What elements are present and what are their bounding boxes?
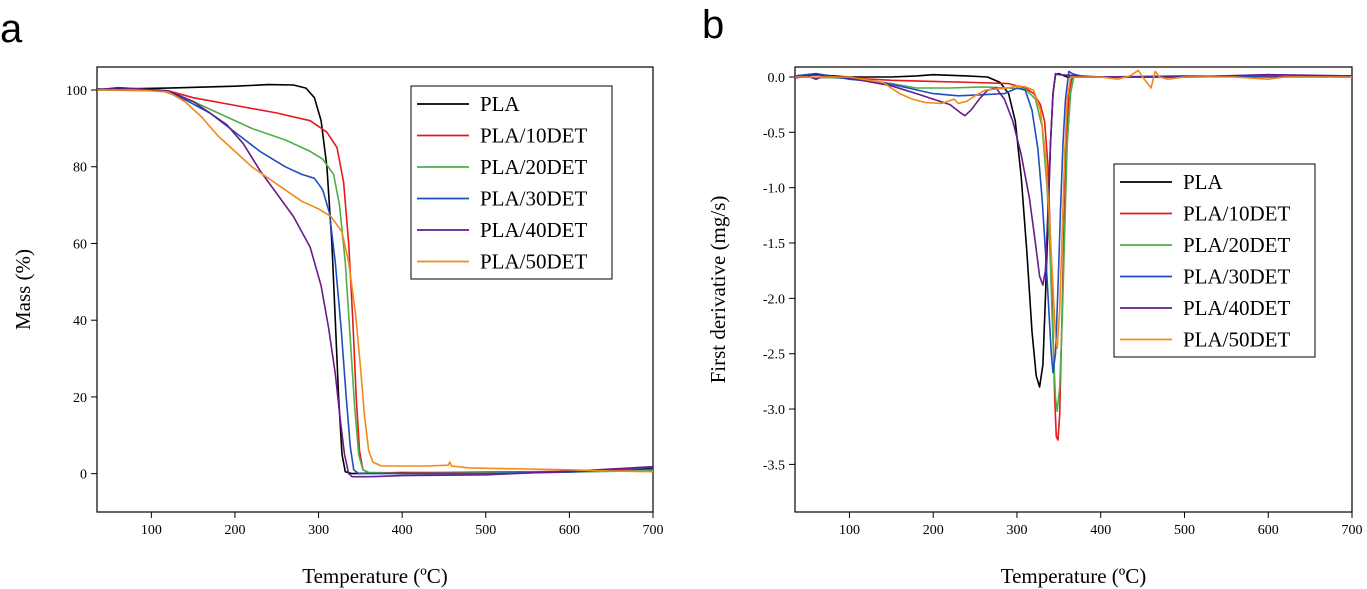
x-tick-label: 400 — [1090, 523, 1111, 538]
y-tick-label: -0.5 — [763, 126, 785, 141]
x-tick-label: 300 — [1006, 523, 1027, 538]
x-tick-label: 600 — [1258, 523, 1279, 538]
series-line-4 — [97, 86, 653, 475]
series-line-6 — [97, 89, 653, 473]
y-tick-label: -3.5 — [763, 458, 785, 473]
y-tick-label: -2.0 — [763, 292, 785, 307]
legend-label: PLA/50DET — [480, 250, 588, 274]
y-axis-title: Mass (%) — [11, 249, 35, 330]
x-tick-label: 100 — [839, 523, 860, 538]
x-tick-label: 500 — [1174, 523, 1195, 538]
plot-frame — [794, 66, 1353, 513]
legend-label: PLA/20DET — [480, 155, 588, 179]
x-tick-label: 200 — [923, 523, 944, 538]
x-tick-label: 400 — [392, 523, 413, 538]
legend-label: PLA — [480, 92, 521, 116]
panel-letter-a: a — [0, 7, 23, 51]
x-tick-label: 300 — [308, 523, 329, 538]
legend-label: PLA/40DET — [480, 218, 588, 242]
x-tick-label: 100 — [141, 523, 162, 538]
legend-label: PLA/20DET — [1183, 233, 1291, 257]
series-lines — [795, 69, 1352, 441]
panel-letter-b: b — [702, 3, 724, 47]
series-lines — [97, 83, 653, 478]
chart-b: 100 200 300 400 500 600 700 0.0 -0.5 -1.0 -1.5 -2.0… — [706, 66, 1363, 588]
chart-a: 100 200 300 400 500 600 700 0 20 40 60 80 100 Tempera… — [11, 66, 664, 588]
legend-label: PLA/40DET — [1183, 296, 1291, 320]
y-tick-label: -1.5 — [763, 237, 785, 252]
y-axis-title: First derivative (mg/s) — [706, 196, 730, 384]
y-tick-label: 100 — [66, 84, 87, 99]
x-axis-title: Temperature (ºC) — [1001, 564, 1147, 588]
y-tick-label: 40 — [73, 314, 87, 329]
legend-label: PLA — [1183, 170, 1224, 194]
y-tick-label: 0.0 — [768, 71, 786, 86]
plot-frame — [96, 66, 654, 513]
legend-box — [1113, 163, 1316, 358]
y-tick-label: -1.0 — [763, 182, 785, 197]
legend-label: PLA/50DET — [1183, 328, 1291, 352]
y-tick-label: -2.5 — [763, 348, 785, 363]
x-tick-label: 700 — [643, 523, 664, 538]
legend-label: PLA/30DET — [480, 187, 588, 211]
legend-label: PLA/10DET — [480, 124, 588, 148]
y-tick-label: 20 — [73, 391, 87, 406]
y-tick-label: -3.0 — [763, 403, 785, 418]
series-line-4 — [795, 70, 1352, 374]
y-tick-label: 80 — [73, 161, 87, 176]
legend-box — [410, 85, 613, 280]
x-tick-label: 700 — [1342, 523, 1363, 538]
y-tick-label: 0 — [80, 468, 87, 483]
y-tick-label: 60 — [73, 237, 87, 252]
series-line-6 — [795, 69, 1352, 349]
series-line-5 — [795, 72, 1352, 286]
legend-label: PLA/30DET — [1183, 265, 1291, 289]
x-axis-title: Temperature (ºC) — [302, 564, 448, 588]
x-tick-label: 200 — [224, 523, 245, 538]
x-tick-label: 500 — [475, 523, 496, 538]
x-tick-label: 600 — [559, 523, 580, 538]
legend-label: PLA/10DET — [1183, 202, 1291, 226]
series-line-5 — [97, 86, 653, 478]
